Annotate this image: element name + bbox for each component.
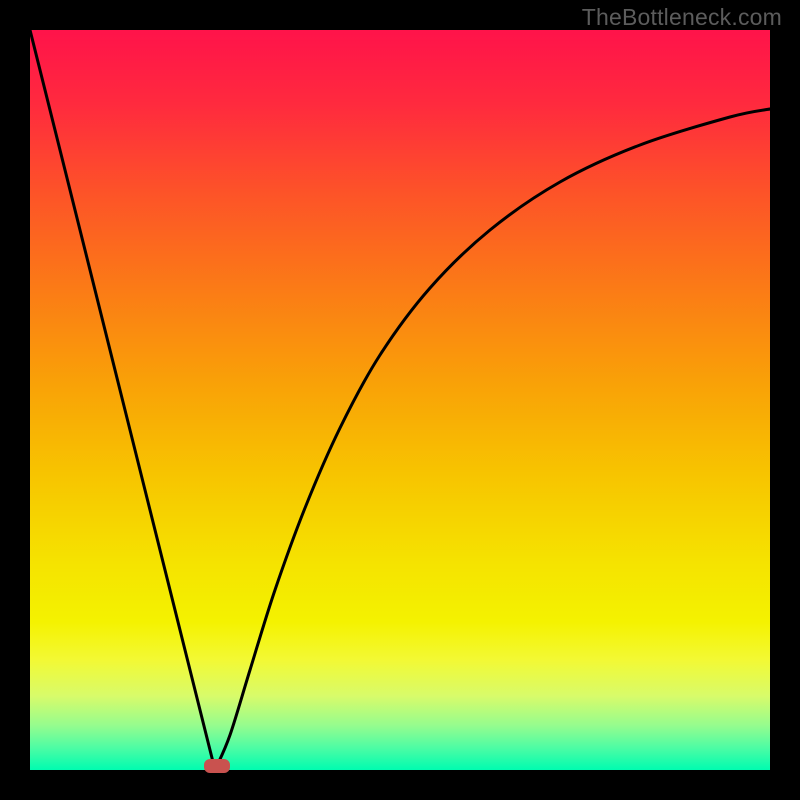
optimal-marker <box>204 759 230 773</box>
chart-container: TheBottleneck.com <box>0 0 800 800</box>
watermark-text: TheBottleneck.com <box>582 4 782 31</box>
plot-background <box>30 30 770 770</box>
bottleneck-chart <box>0 0 800 800</box>
